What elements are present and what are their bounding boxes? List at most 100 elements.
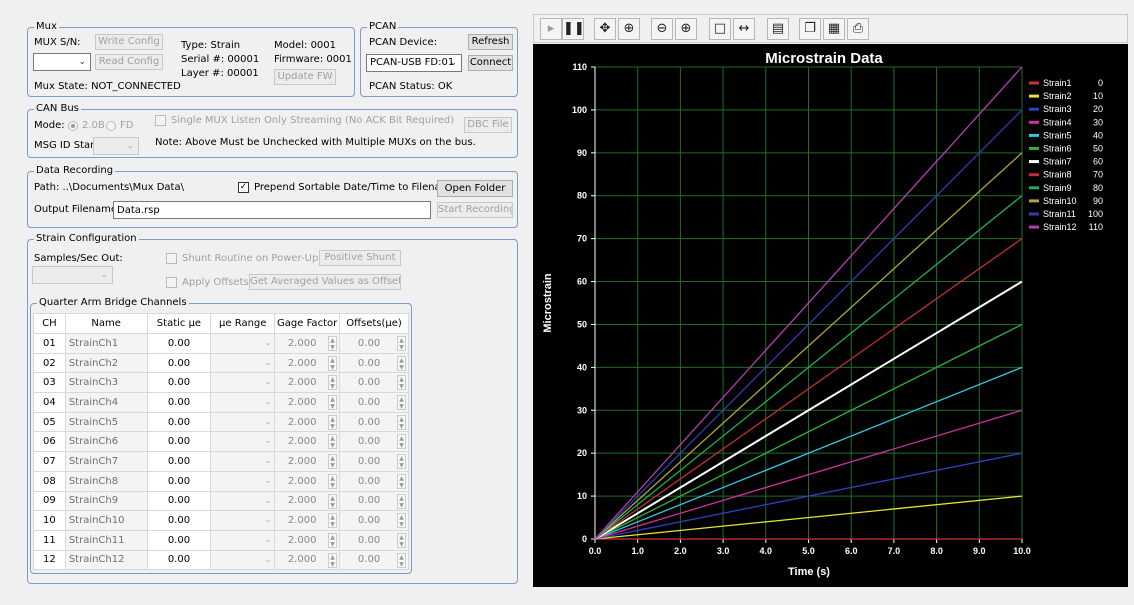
spin-arrows-icon[interactable]: ▲ ▼ [328, 375, 338, 391]
channel-gage-factor[interactable]: 2.000 ▲ ▼ [274, 549, 341, 571]
fit-width-icon[interactable]: ↔ [733, 18, 755, 40]
channel-name[interactable]: StrainCh12 [64, 549, 148, 571]
open-folder-button[interactable]: Open Folder [437, 180, 513, 197]
spin-arrows-icon[interactable]: ▲ ▼ [397, 336, 406, 351]
read-config-button[interactable]: Read Config [95, 54, 163, 70]
channel-offset[interactable]: 0.00 ▲ ▼ [339, 352, 409, 374]
spin-arrows-icon[interactable]: ▲ ▼ [328, 395, 338, 411]
spin-arrows-icon[interactable]: ▲ ▼ [397, 493, 406, 509]
pan-icon[interactable]: ✥ [594, 18, 616, 40]
spin-arrows-icon[interactable]: ▲ ▼ [397, 513, 406, 529]
channel-name[interactable]: StrainCh3 [64, 372, 148, 394]
channel-offset[interactable]: 0.00 ▲ ▼ [339, 451, 409, 472]
spin-arrows-icon[interactable]: ▲ ▼ [397, 473, 406, 489]
apply-offsets-checkbox[interactable] [166, 277, 177, 288]
update-fw-button[interactable]: Update FW [274, 69, 336, 85]
channel-gage-factor[interactable]: 2.000 ▲ ▼ [274, 333, 341, 354]
msg-id-select[interactable]: ⌄ [93, 137, 139, 155]
copy-icon[interactable]: ❐ [799, 18, 821, 40]
channel-offset[interactable]: 0.00 ▲ ▼ [339, 431, 409, 453]
spin-arrows-icon[interactable]: ▲ ▼ [328, 532, 338, 548]
output-filename-input[interactable] [113, 201, 431, 219]
single-mux-checkbox[interactable] [155, 115, 166, 126]
save-icon[interactable]: ▦ [823, 18, 845, 40]
zoom-box-icon[interactable]: ⊕ [618, 18, 640, 40]
channel-range-select[interactable]: ⌄ [210, 451, 276, 472]
channel-name[interactable]: StrainCh9 [64, 490, 148, 512]
mux-sn-select[interactable]: ⌄ [33, 53, 91, 71]
spin-arrows-icon[interactable]: ▲ ▼ [397, 375, 406, 391]
channel-gage-factor[interactable]: 2.000 ▲ ▼ [274, 392, 341, 413]
channel-offset[interactable]: 0.00 ▲ ▼ [339, 411, 409, 433]
play-icon[interactable]: ▸ [540, 18, 562, 40]
channel-gage-factor[interactable]: 2.000 ▲ ▼ [274, 529, 341, 551]
properties-icon[interactable]: ▤ [767, 18, 789, 40]
table-row[interactable]: 01 StrainCh1 0.00 ⌄ 2.000 ▲ ▼ 0.00 ▲ ▼ [33, 333, 409, 354]
spin-arrows-icon[interactable]: ▲ ▼ [328, 336, 338, 351]
table-row[interactable]: 07 StrainCh7 0.00 ⌄ 2.000 ▲ ▼ 0.00 ▲ ▼ [33, 451, 409, 472]
spin-arrows-icon[interactable]: ▲ ▼ [397, 355, 406, 371]
zoom-out-icon[interactable]: ⊖ [651, 18, 673, 40]
select-box-icon[interactable]: □ [709, 18, 731, 40]
write-config-button[interactable]: Write Config [95, 34, 163, 50]
table-row[interactable]: 04 StrainCh4 0.00 ⌄ 2.000 ▲ ▼ 0.00 ▲ ▼ [33, 392, 409, 413]
channel-gage-factor[interactable]: 2.000 ▲ ▼ [274, 490, 341, 512]
channel-range-select[interactable]: ⌄ [210, 333, 276, 354]
channel-offset[interactable]: 0.00 ▲ ▼ [339, 470, 409, 492]
channel-name[interactable]: StrainCh8 [64, 470, 148, 492]
spin-arrows-icon[interactable]: ▲ ▼ [397, 454, 406, 470]
spin-arrows-icon[interactable]: ▲ ▼ [328, 355, 338, 371]
channel-offset[interactable]: 0.00 ▲ ▼ [339, 549, 409, 571]
spin-arrows-icon[interactable]: ▲ ▼ [328, 434, 338, 450]
channel-name[interactable]: StrainCh11 [64, 529, 148, 551]
channel-range-select[interactable]: ⌄ [210, 549, 276, 571]
channel-range-select[interactable]: ⌄ [210, 352, 276, 374]
mode-20b-radio[interactable] [68, 121, 78, 131]
channel-offset[interactable]: 0.00 ▲ ▼ [339, 333, 409, 354]
spin-arrows-icon[interactable]: ▲ ▼ [328, 414, 338, 430]
spin-arrows-icon[interactable]: ▲ ▼ [328, 513, 338, 529]
channel-range-select[interactable]: ⌄ [210, 529, 276, 551]
channel-offset[interactable]: 0.00 ▲ ▼ [339, 392, 409, 413]
channel-gage-factor[interactable]: 2.000 ▲ ▼ [274, 411, 341, 433]
channel-name[interactable]: StrainCh7 [64, 451, 148, 472]
avg-offsets-button[interactable]: Get Averaged Values as Offsets [249, 274, 401, 290]
connect-button[interactable]: Connect [468, 55, 513, 71]
table-row[interactable]: 06 StrainCh6 0.00 ⌄ 2.000 ▲ ▼ 0.00 ▲ ▼ [33, 431, 409, 453]
channel-gage-factor[interactable]: 2.000 ▲ ▼ [274, 372, 341, 394]
prepend-checkbox[interactable]: ✓ [238, 182, 249, 193]
table-row[interactable]: 09 StrainCh9 0.00 ⌄ 2.000 ▲ ▼ 0.00 ▲ ▼ [33, 490, 409, 512]
table-row[interactable]: 03 StrainCh3 0.00 ⌄ 2.000 ▲ ▼ 0.00 ▲ ▼ [33, 372, 409, 394]
channel-range-select[interactable]: ⌄ [210, 372, 276, 394]
channel-range-select[interactable]: ⌄ [210, 470, 276, 492]
channel-range-select[interactable]: ⌄ [210, 490, 276, 512]
spin-arrows-icon[interactable]: ▲ ▼ [397, 395, 406, 411]
mode-fd-radio[interactable] [106, 121, 116, 131]
pcan-device-select[interactable]: PCAN-USB FD:01 ⌄ [366, 54, 462, 72]
channel-offset[interactable]: 0.00 ▲ ▼ [339, 529, 409, 551]
channel-range-select[interactable]: ⌄ [210, 431, 276, 453]
channel-name[interactable]: StrainCh4 [64, 392, 148, 413]
table-row[interactable]: 11 StrainCh11 0.00 ⌄ 2.000 ▲ ▼ 0.00 ▲ ▼ [33, 529, 409, 551]
pause-icon[interactable]: ❚❚ [562, 18, 585, 40]
channel-name[interactable]: StrainCh5 [64, 411, 148, 433]
samples-select[interactable]: ⌄ [32, 266, 113, 284]
spin-arrows-icon[interactable]: ▲ ▼ [397, 434, 406, 450]
spin-arrows-icon[interactable]: ▲ ▼ [328, 493, 338, 509]
spin-arrows-icon[interactable]: ▲ ▼ [397, 552, 406, 568]
print-icon[interactable]: ⎙ [847, 18, 869, 40]
table-row[interactable]: 12 StrainCh12 0.00 ⌄ 2.000 ▲ ▼ 0.00 ▲ ▼ [33, 549, 409, 571]
dbc-file-button[interactable]: DBC File [464, 117, 512, 133]
start-recording-button[interactable]: Start Recording [437, 202, 513, 218]
channel-offset[interactable]: 0.00 ▲ ▼ [339, 372, 409, 394]
channel-gage-factor[interactable]: 2.000 ▲ ▼ [274, 510, 341, 531]
shunt-checkbox[interactable] [166, 253, 177, 264]
channel-offset[interactable]: 0.00 ▲ ▼ [339, 490, 409, 512]
channel-gage-factor[interactable]: 2.000 ▲ ▼ [274, 352, 341, 374]
channel-range-select[interactable]: ⌄ [210, 510, 276, 531]
microstrain-chart[interactable]: Microstrain Data Microstrain Time (s) 0.… [533, 44, 1128, 587]
channel-name[interactable]: StrainCh6 [64, 431, 148, 453]
channel-range-select[interactable]: ⌄ [210, 411, 276, 433]
table-row[interactable]: 02 StrainCh2 0.00 ⌄ 2.000 ▲ ▼ 0.00 ▲ ▼ [33, 352, 409, 374]
positive-shunt-button[interactable]: Positive Shunt [319, 250, 401, 266]
